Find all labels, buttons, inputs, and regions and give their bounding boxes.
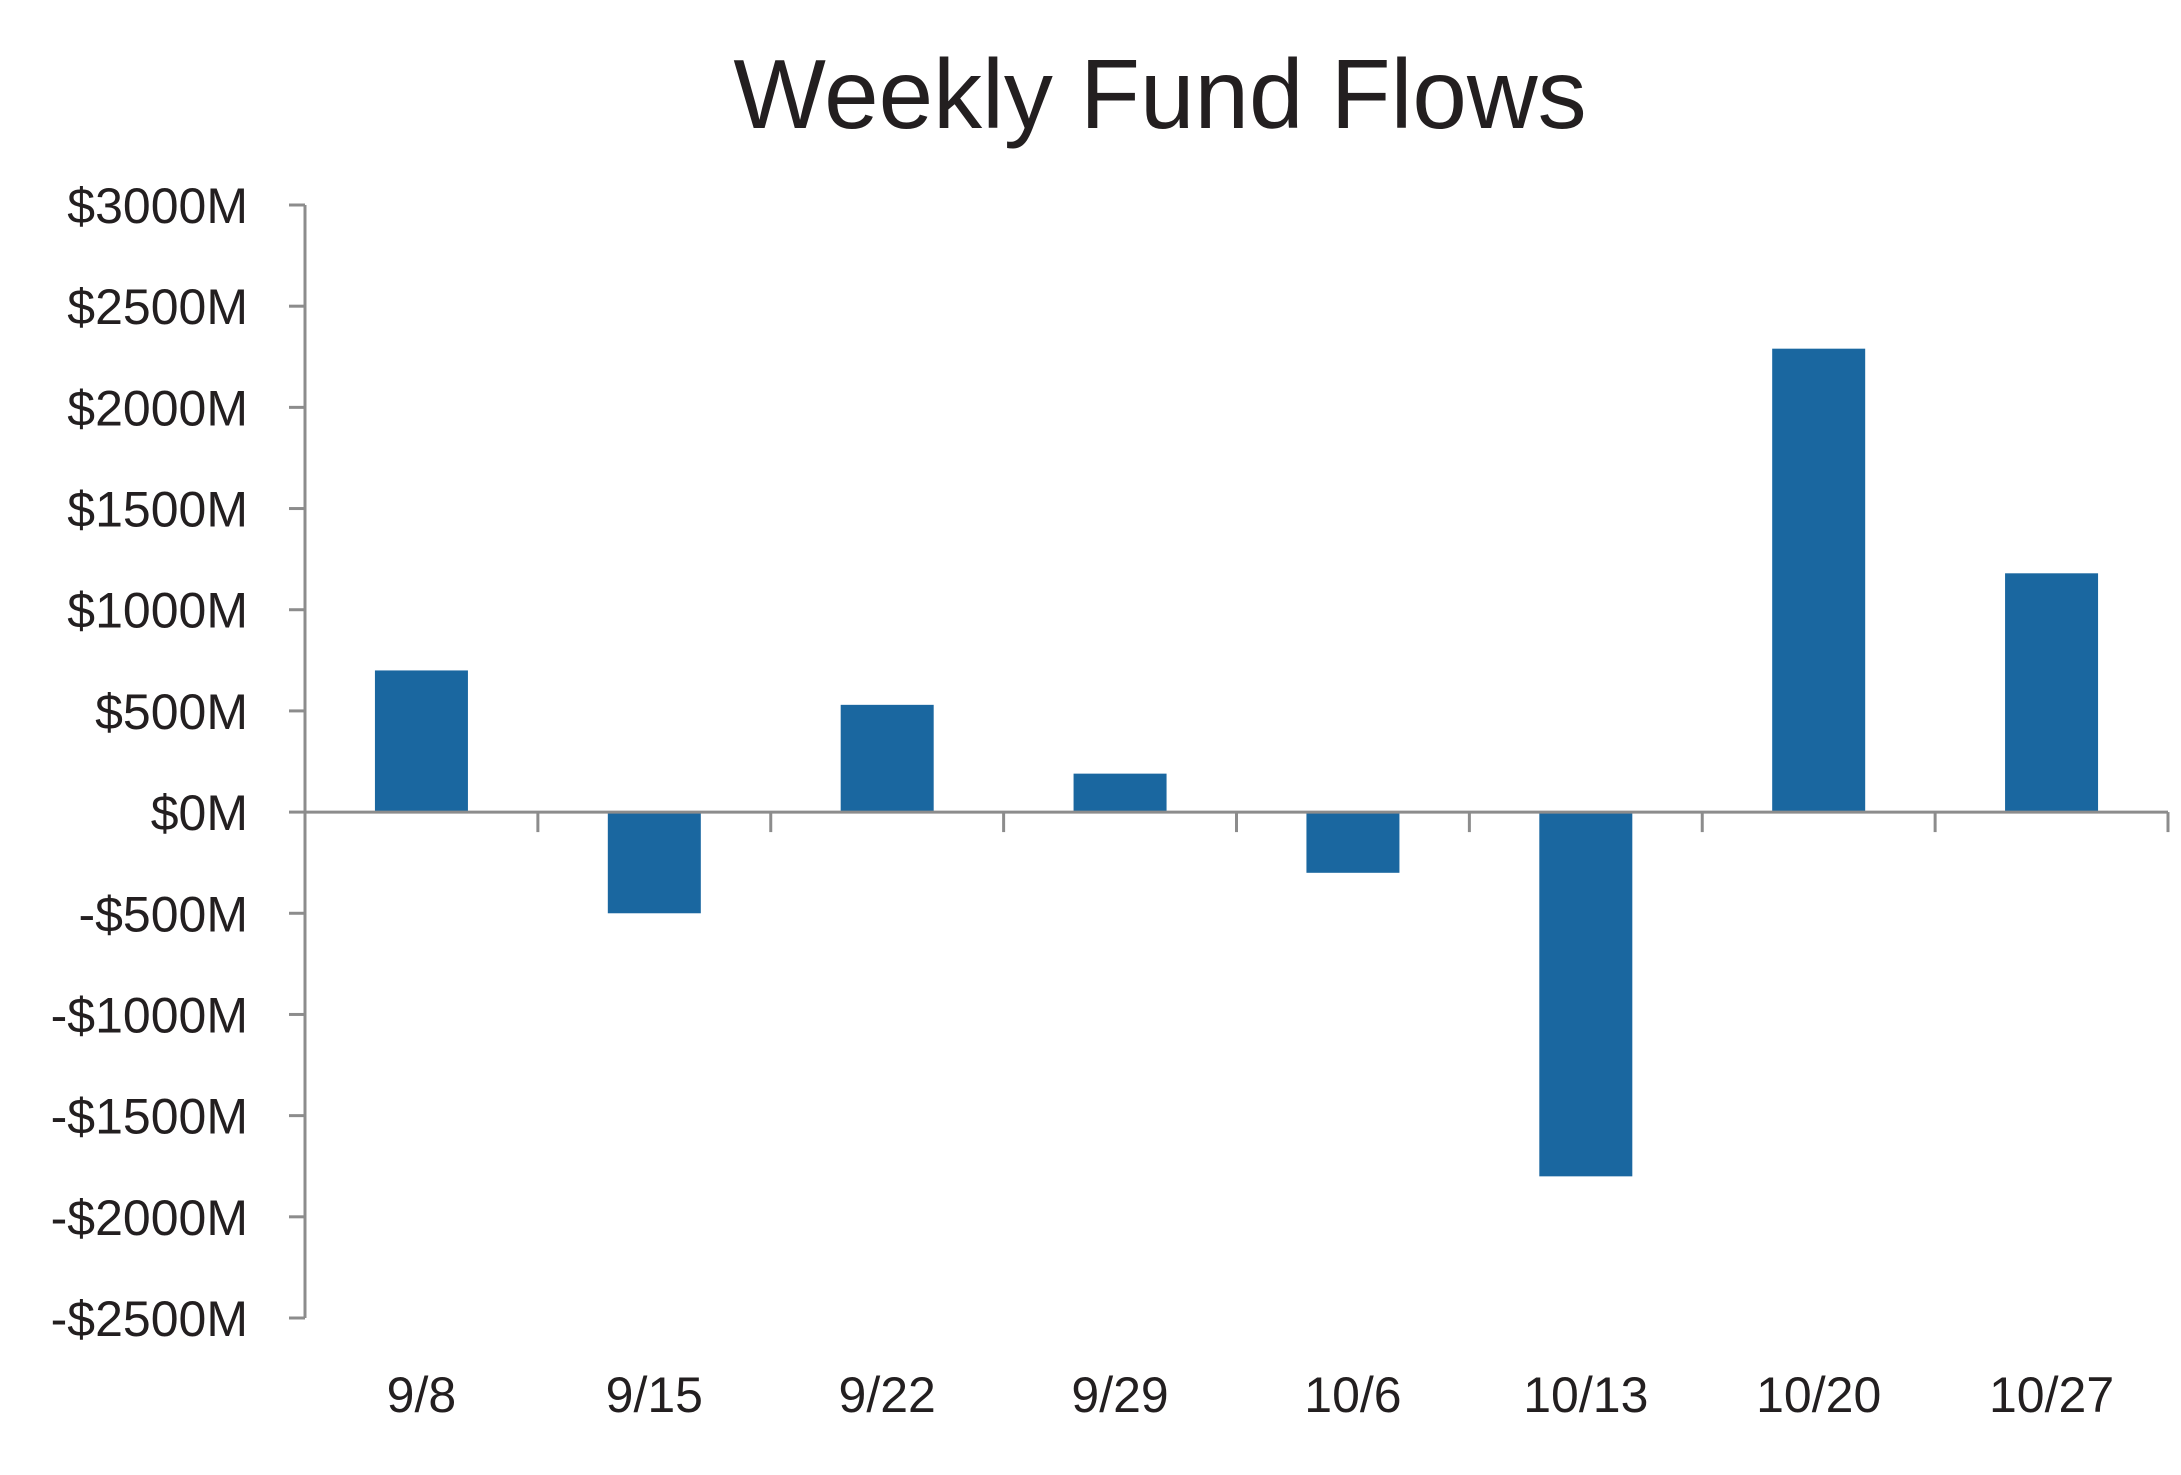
bar-10-27 (2005, 573, 2099, 813)
y-tick-label: $3000M (67, 178, 248, 234)
x-tick-label: 10/13 (1523, 1367, 1648, 1423)
bar-9-15 (607, 812, 701, 914)
bar-9-22 (840, 704, 934, 813)
chart-title: Weekly Fund Flows (733, 39, 1586, 149)
y-tick-label: -$2000M (51, 1190, 248, 1246)
y-tick-label: $500M (95, 684, 248, 740)
y-tick-label: $2500M (67, 279, 248, 335)
x-tick-label: 9/22 (839, 1367, 936, 1423)
x-tick-label: 10/20 (1756, 1367, 1881, 1423)
bar-10-20 (1772, 348, 1866, 813)
bar-10-6 (1306, 812, 1400, 873)
bar-9-29 (1073, 773, 1167, 813)
y-tick-label: $2000M (67, 380, 248, 436)
y-tick-label: -$1500M (51, 1089, 248, 1145)
x-axis-labels: 9/8 9/15 9/22 9/29 10/6 10/13 10/20 10/27 (387, 1367, 2114, 1423)
x-axis-ticks (536, 812, 2170, 833)
x-tick-label: 9/29 (1071, 1367, 1168, 1423)
y-tick-label: $1000M (67, 583, 248, 639)
x-tick-label: 10/6 (1304, 1367, 1401, 1423)
y-tick-label: $1500M (67, 482, 248, 538)
y-axis-ticks: $3000M $2500M $2000M $1500M $1000M $500M $0M -$… (51, 178, 305, 1347)
y-tick-label: -$1000M (51, 987, 248, 1043)
y-tick-label: -$2500M (51, 1291, 248, 1347)
x-tick-label: 9/15 (606, 1367, 703, 1423)
x-tick-label: 9/8 (387, 1367, 457, 1423)
x-tick-label: 10/27 (1989, 1367, 2114, 1423)
bar-10-13 (1539, 812, 1633, 1177)
bars (374, 348, 2099, 1177)
bar-9-8 (374, 670, 468, 813)
y-tick-label: $0M (151, 785, 248, 841)
y-tick-label: -$500M (78, 886, 248, 942)
